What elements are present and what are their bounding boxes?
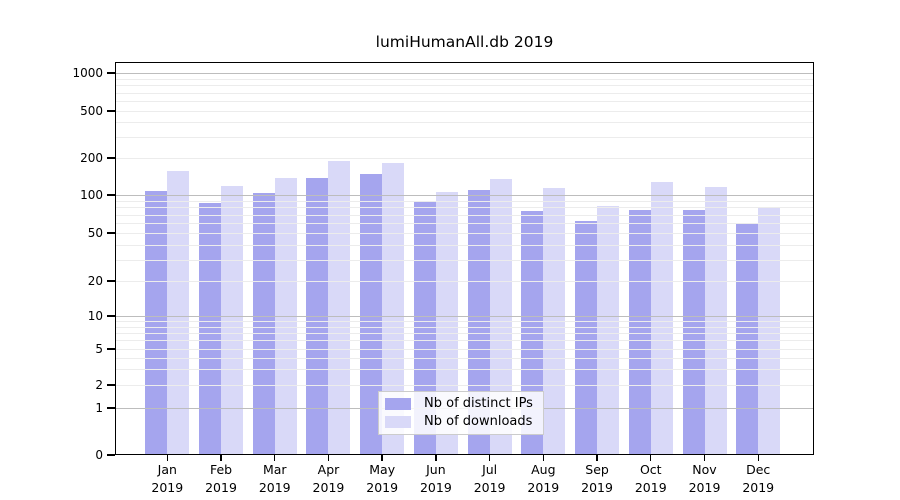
- y-tick-label: 5: [95, 342, 103, 356]
- y-tick-mark: [107, 454, 115, 456]
- y-tick-label: 500: [80, 104, 103, 118]
- y-tick-mark: [107, 110, 115, 112]
- bar-downloads-oct: [650, 182, 673, 455]
- x-tick-mark: [596, 455, 598, 461]
- gridline-minor: [115, 244, 814, 246]
- x-tick-mark: [381, 455, 383, 461]
- bar-distinct-ips-oct: [628, 210, 651, 455]
- gridline-minor: [115, 385, 814, 386]
- bar-downloads-may: [382, 162, 405, 455]
- y-tick-label: 1: [95, 401, 103, 415]
- gridline-minor: [115, 321, 814, 323]
- x-tick-mark: [757, 455, 759, 461]
- gridline-minor: [115, 357, 814, 359]
- x-tick-label: Jan 2019: [151, 462, 184, 495]
- bar-distinct-ips-mar: [252, 193, 275, 455]
- gridline-minor: [115, 101, 814, 102]
- y-tick-mark: [107, 72, 115, 74]
- x-tick-mark: [488, 455, 491, 461]
- y-tick-mark: [107, 348, 115, 350]
- gridline-minor: [115, 122, 814, 124]
- x-tick-mark: [703, 455, 706, 461]
- gridline-minor: [115, 326, 814, 328]
- bar-distinct-ips-jul: [467, 189, 490, 455]
- y-tick-mark: [107, 194, 115, 196]
- y-tick-label: 2: [95, 378, 103, 392]
- y-tick-mark: [107, 315, 115, 317]
- x-tick-mark: [274, 455, 276, 461]
- gridline-minor: [115, 200, 814, 202]
- legend-swatch-downloads: [385, 416, 411, 428]
- bar-distinct-ips-may: [360, 174, 383, 455]
- x-tick-label: Dec 2019: [742, 462, 775, 495]
- legend: Nb of distinct IPs Nb of downloads: [378, 391, 544, 435]
- gridline-minor: [115, 137, 814, 139]
- gridline-minor: [115, 349, 814, 350]
- bar-distinct-ips-dec: [736, 223, 759, 455]
- gridline-major: [115, 195, 814, 196]
- x-tick-label: Jun 2019: [419, 462, 452, 495]
- gridline-minor: [115, 233, 814, 234]
- bar-downloads-feb: [221, 185, 244, 455]
- bar-downloads-jun: [435, 192, 458, 455]
- legend-label-downloads: Nb of downloads: [424, 414, 533, 429]
- gridline-minor: [115, 369, 814, 371]
- gridline-minor: [115, 223, 814, 224]
- legend-swatch-distinct-ips: [385, 398, 411, 410]
- y-tick-label: 100: [80, 188, 103, 202]
- gridline-minor: [115, 85, 814, 87]
- gridline-major: [115, 73, 814, 74]
- bar-downloads-dec: [758, 207, 781, 455]
- bar-downloads-jan: [167, 171, 190, 455]
- bar-downloads-apr: [328, 161, 351, 455]
- x-tick-mark: [435, 455, 437, 461]
- gridline-major: [115, 316, 814, 317]
- x-tick-mark: [327, 455, 330, 461]
- y-tick-label: 0: [95, 448, 103, 462]
- x-tick-label: Sep 2019: [581, 462, 613, 495]
- bar-distinct-ips-sep: [575, 221, 598, 455]
- x-tick-label: Jul 2019: [473, 462, 506, 495]
- x-tick-mark: [166, 455, 168, 461]
- gridline-minor: [115, 111, 814, 112]
- gridline-minor: [115, 78, 814, 80]
- x-tick-label: Feb 2019: [205, 462, 237, 495]
- x-tick-label: Nov 2019: [688, 462, 721, 495]
- gridline-minor: [115, 259, 814, 261]
- y-tick-mark: [107, 384, 115, 386]
- legend-item-distinct-ips: Nb of distinct IPs: [385, 397, 535, 411]
- bar-distinct-ips-nov: [682, 210, 705, 455]
- y-tick-mark: [107, 407, 115, 409]
- bar-downloads-sep: [597, 205, 620, 455]
- y-tick-label: 1000: [72, 66, 103, 80]
- bar-distinct-ips-feb: [199, 203, 222, 455]
- bar-distinct-ips-jan: [145, 191, 168, 455]
- y-tick-mark: [107, 157, 115, 159]
- gridline-minor: [115, 92, 814, 94]
- x-tick-label: Aug 2019: [527, 462, 560, 495]
- gridline-minor: [115, 332, 814, 334]
- y-tick-mark: [107, 232, 115, 234]
- y-tick-label: 20: [87, 274, 103, 288]
- y-tick-label: 50: [87, 226, 103, 240]
- x-tick-label: Oct 2019: [634, 462, 667, 495]
- gridline-minor: [115, 214, 814, 216]
- legend-label-distinct-ips: Nb of distinct IPs: [424, 396, 533, 411]
- gridline-minor: [115, 158, 814, 159]
- x-tick-label: Mar 2019: [258, 462, 291, 495]
- gridline-minor: [115, 340, 814, 342]
- x-tick-label: May 2019: [366, 462, 399, 495]
- x-tick-label: Apr 2019: [312, 462, 345, 495]
- legend-item-downloads: Nb of downloads: [385, 415, 535, 429]
- x-tick-mark: [650, 455, 652, 461]
- gridline-minor: [115, 207, 814, 209]
- y-tick-label: 10: [87, 309, 103, 323]
- y-tick-mark: [107, 280, 115, 282]
- x-tick-mark: [220, 455, 222, 461]
- x-tick-mark: [542, 455, 545, 461]
- y-tick-label: 200: [80, 151, 103, 165]
- gridline-minor: [115, 281, 814, 282]
- chart-title: lumiHumanAll.db 2019: [375, 33, 554, 51]
